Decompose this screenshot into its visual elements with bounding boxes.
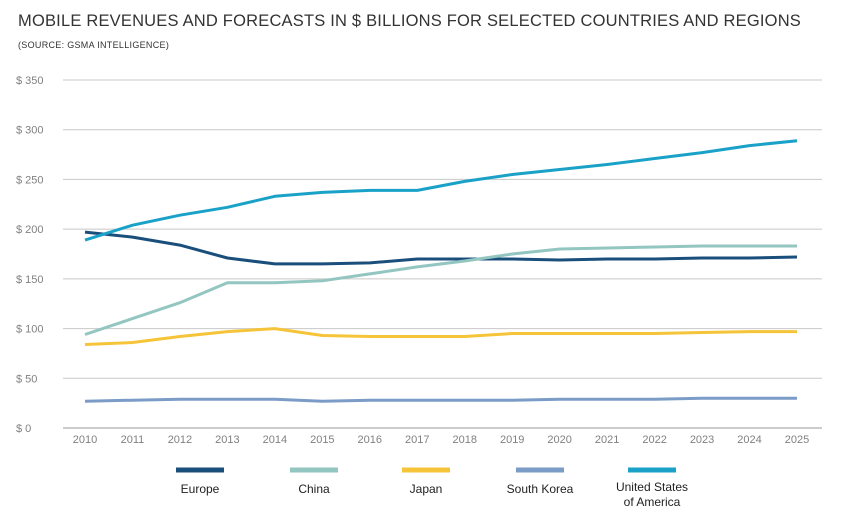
y-axis-tick-labels: $ 0 $ 50 $ 100 $ 150 $ 200 $ 250 $ 300 $ 350 (16, 75, 44, 435)
y-tick-label: $ 100 (16, 324, 44, 336)
y-tick-label: $ 200 (16, 224, 44, 236)
series-line-china (84, 244, 797, 336)
chart-subtitle: (SOURCE: GSMA INTELLIGENCE) (18, 40, 170, 50)
x-tick-label: 2023 (690, 434, 714, 446)
x-tick-label: 2024 (737, 434, 761, 446)
x-axis-tick-labels: 2010 2011 2012 2013 2014 2015 2016 2017 2018 2019… (73, 434, 809, 446)
legend-label: South Korea (507, 482, 574, 496)
y-tick-label: $ 250 (16, 174, 44, 186)
legend-label: of America (624, 495, 681, 509)
series-line-europe (84, 230, 798, 266)
series-lines (84, 139, 798, 403)
legend-label: China (298, 482, 330, 496)
x-tick-label: 2015 (310, 434, 334, 446)
y-tick-label: $ 50 (16, 373, 37, 385)
x-tick-label: 2011 (121, 434, 145, 446)
x-tick-label: 2014 (263, 434, 287, 446)
x-tick-label: 2020 (547, 434, 571, 446)
series-line-south-korea (84, 396, 797, 403)
legend-label: Japan (410, 482, 443, 496)
legend-label: Europe (181, 482, 220, 496)
x-tick-label: 2010 (73, 434, 97, 446)
y-tick-label: $ 0 (16, 423, 31, 435)
grid-lines (63, 79, 822, 429)
x-tick-label: 2022 (642, 434, 666, 446)
y-tick-label: $ 350 (16, 75, 44, 87)
x-tick-label: 2017 (405, 434, 429, 446)
y-tick-label: $ 150 (16, 274, 44, 286)
chart-title: MOBILE REVENUES AND FORECASTS IN $ BILLI… (18, 10, 818, 56)
y-tick-label: $ 300 (16, 125, 44, 137)
x-tick-label: 2012 (168, 434, 192, 446)
chart-title-text: MOBILE REVENUES AND FORECASTS IN $ BILLI… (18, 12, 802, 30)
legend-label: United States (616, 480, 688, 494)
x-tick-label: 2013 (215, 434, 239, 446)
x-tick-label: 2016 (358, 434, 382, 446)
x-tick-label: 2019 (500, 434, 524, 446)
series-line-japan (84, 327, 797, 346)
x-tick-label: 2025 (785, 434, 809, 446)
x-tick-label: 2021 (595, 434, 619, 446)
series-line-united-states-of-america (84, 139, 798, 242)
x-tick-label: 2018 (452, 434, 476, 446)
legend: Europe China Japan South Korea United States… (176, 467, 688, 509)
